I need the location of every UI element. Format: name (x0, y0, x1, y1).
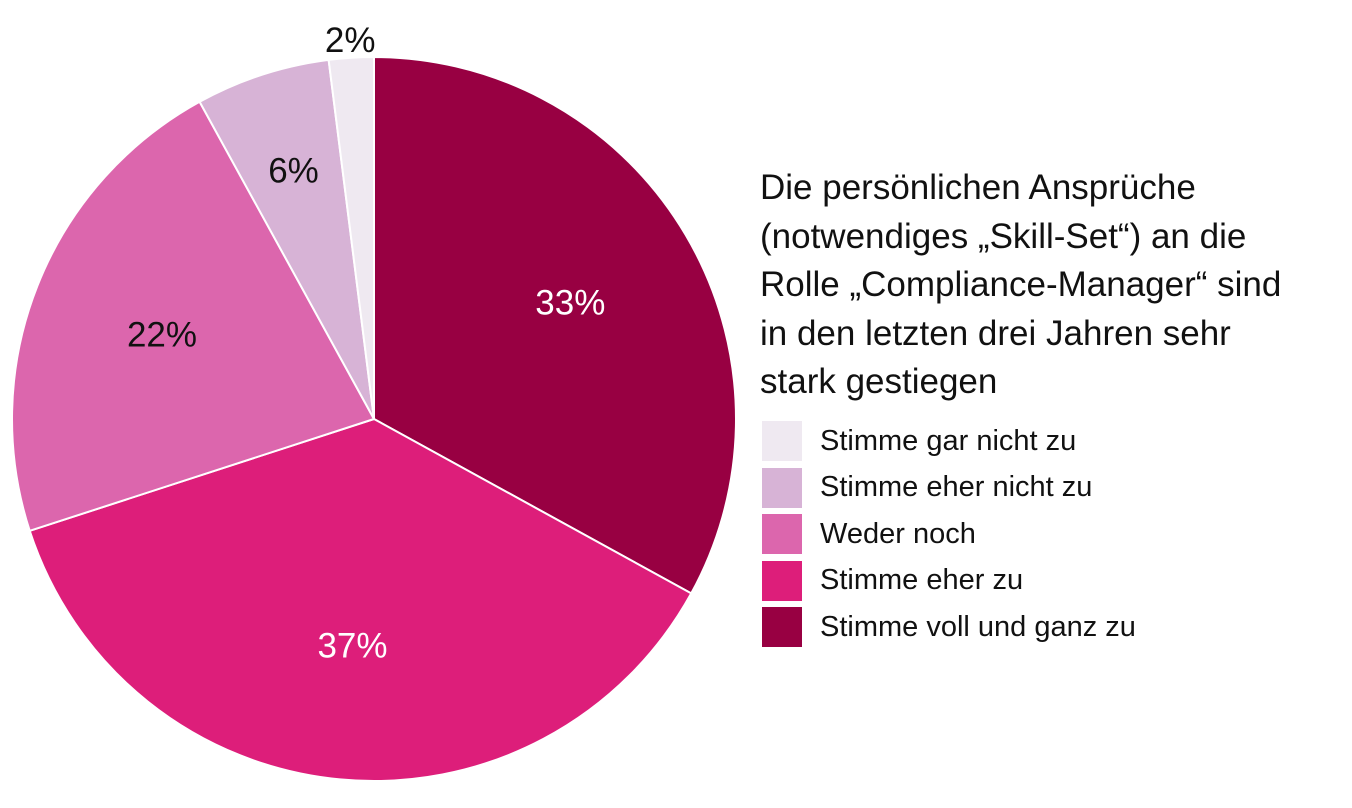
pie-slice-label: 33% (535, 283, 605, 322)
legend-item-weder-noch: Weder noch (762, 511, 1136, 558)
legend-item-stimme-eher-zu: Stimme eher zu (762, 558, 1136, 605)
legend-label: Stimme gar nicht zu (820, 424, 1077, 457)
legend-label: Stimme eher nicht zu (820, 471, 1093, 504)
chart-title: Die persönlichen Ansprüche (notwendiges … (760, 164, 1350, 407)
legend-item-stimme-voll-und-ganz-zu: Stimme voll und ganz zu (762, 604, 1136, 651)
legend-item-stimme-gar-nicht-zu: Stimme gar nicht zu (762, 418, 1136, 465)
chart-legend: Stimme gar nicht zu Stimme eher nicht zu… (762, 418, 1136, 651)
pie-slice-labels: 33% 37% 22% 6% 2% (127, 21, 605, 665)
pie-slice-label: 22% (127, 316, 197, 355)
legend-label: Weder noch (820, 517, 976, 550)
legend-swatch (762, 514, 802, 555)
legend-swatch (762, 467, 802, 508)
chart-title-line: stark gestiegen (760, 362, 998, 401)
legend-swatch (762, 421, 802, 462)
legend-label: Stimme voll und ganz zu (820, 610, 1136, 643)
pie-slice-stimme-gar-nicht-zu (327, 55, 375, 420)
pie-slice-label: 37% (317, 627, 387, 666)
chart-title-line: Rolle „Compliance-Manager“ sind (760, 265, 1282, 304)
chart-title-line: (notwendiges „Skill-Set“) an die (760, 216, 1247, 256)
legend-swatch (762, 560, 802, 601)
pie-slices (11, 55, 737, 782)
chart-title-line: in den letzten drei Jahren sehr (760, 313, 1231, 353)
pie-slice-label: 6% (268, 152, 319, 191)
legend-item-stimme-eher-nicht-zu: Stimme eher nicht zu (762, 465, 1136, 512)
pie-slice-stimme-eher-nicht-zu (198, 58, 375, 420)
pie-slice-label: 2% (325, 21, 376, 60)
pie-slice-stimme-eher-zu (28, 418, 693, 782)
pie-slice-stimme-voll-und-ganz-zu (373, 56, 737, 595)
legend-label: Stimme eher zu (820, 564, 1024, 597)
chart-title-line: Die persönlichen Ansprüche (760, 168, 1196, 207)
legend-swatch (762, 607, 802, 648)
pie-slice-weder-noch (11, 100, 375, 532)
